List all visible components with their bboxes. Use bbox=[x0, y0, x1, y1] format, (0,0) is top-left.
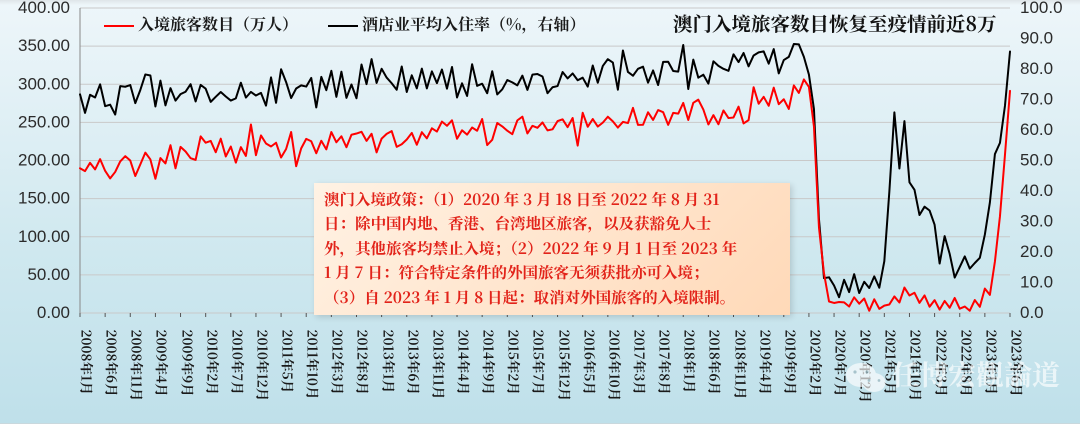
svg-text:60.0: 60.0 bbox=[1020, 120, 1053, 139]
svg-text:50.00: 50.00 bbox=[27, 265, 70, 284]
svg-text:350.00: 350.00 bbox=[18, 36, 70, 55]
svg-text:300.00: 300.00 bbox=[18, 74, 70, 93]
svg-text:50.0: 50.0 bbox=[1020, 151, 1053, 170]
svg-text:400.00: 400.00 bbox=[18, 0, 70, 17]
svg-text:0.0: 0.0 bbox=[1020, 303, 1044, 322]
svg-text:80.0: 80.0 bbox=[1020, 59, 1053, 78]
svg-text:100.0: 100.0 bbox=[1020, 0, 1063, 17]
svg-text:20.0: 20.0 bbox=[1020, 242, 1053, 261]
svg-text:250.00: 250.00 bbox=[18, 112, 70, 131]
svg-text:70.0: 70.0 bbox=[1020, 90, 1053, 109]
svg-text:100.00: 100.00 bbox=[18, 227, 70, 246]
svg-text:40.0: 40.0 bbox=[1020, 181, 1053, 200]
svg-text:30.0: 30.0 bbox=[1020, 212, 1053, 231]
svg-text:10.0: 10.0 bbox=[1020, 273, 1053, 292]
svg-text:150.00: 150.00 bbox=[18, 189, 70, 208]
svg-text:0.00: 0.00 bbox=[37, 303, 70, 322]
svg-text:200.00: 200.00 bbox=[18, 151, 70, 170]
svg-text:90.0: 90.0 bbox=[1020, 29, 1053, 48]
